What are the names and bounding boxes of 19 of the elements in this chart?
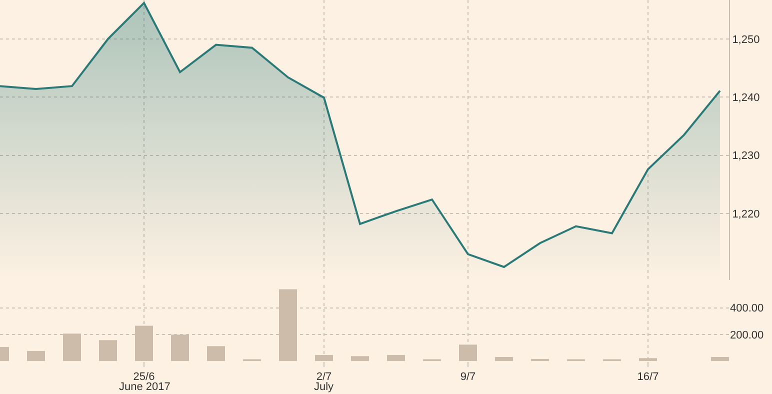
y-tick-label: 200.00: [730, 329, 764, 342]
bar: [207, 346, 225, 361]
bar: [351, 356, 369, 361]
text: June 2017: [119, 381, 170, 393]
bar: [711, 357, 729, 361]
text: July: [314, 381, 334, 393]
bar: [27, 351, 45, 361]
x-tick-label: 9/7: [460, 371, 476, 384]
bar: [495, 357, 513, 361]
y-tick-label: 1,240: [732, 92, 760, 104]
bar: [387, 355, 405, 361]
x-tick-label: 25/6: [133, 371, 155, 384]
y-tick-label: 1,220: [732, 208, 760, 220]
bar: [99, 340, 117, 361]
x-tick-label: 16/7: [637, 371, 659, 384]
y-tick-label: 1,250: [732, 34, 760, 46]
y-tick-label: 400.00: [730, 302, 764, 315]
y-tick-label: 1,230: [732, 150, 760, 162]
x-tick-label: 2/7: [316, 371, 332, 384]
